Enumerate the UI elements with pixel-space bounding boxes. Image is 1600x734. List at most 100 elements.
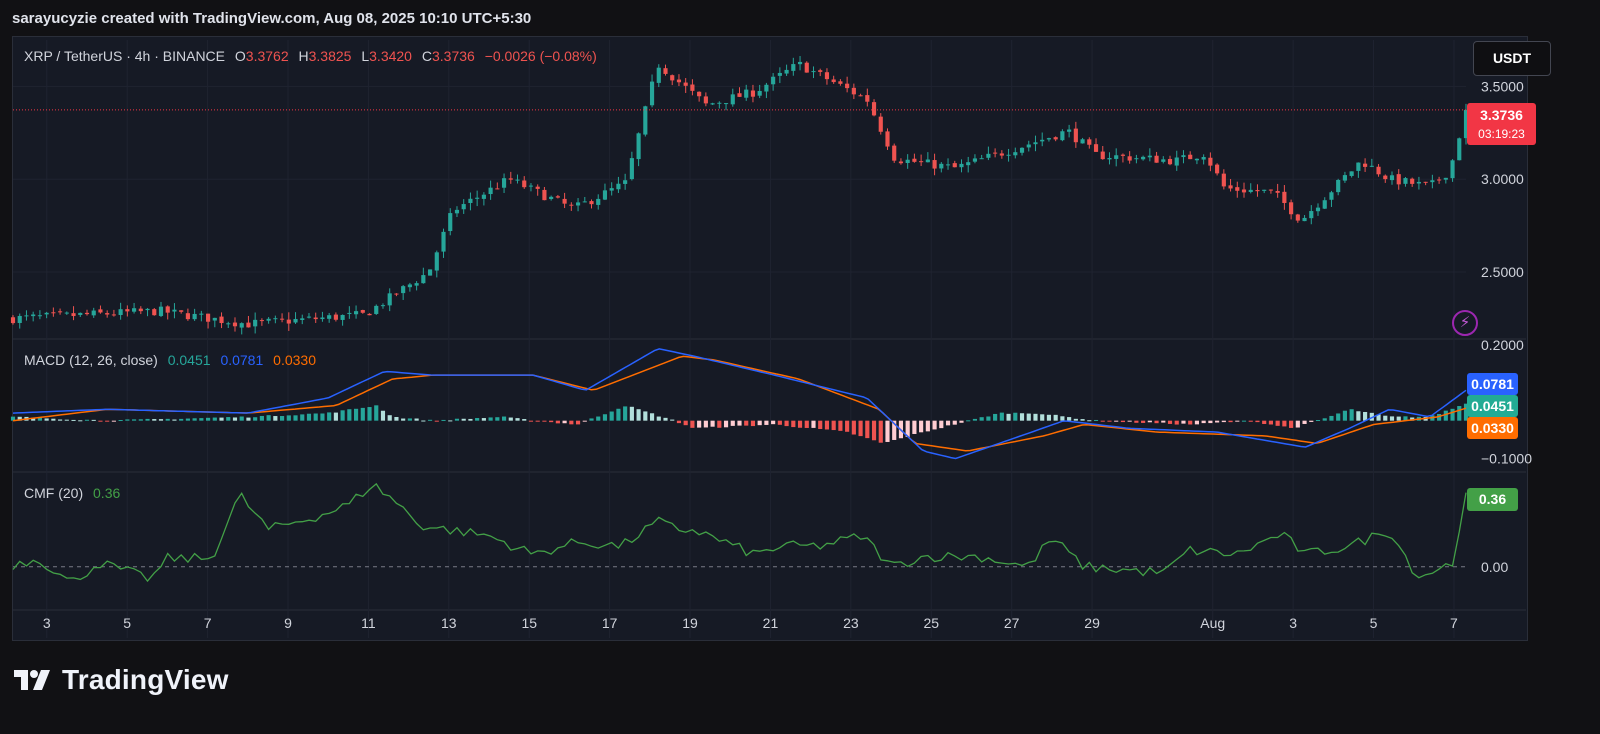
time-axis-tick: 7 <box>1450 615 1458 631</box>
macd-histogram-bar <box>1154 420 1159 424</box>
time-axis-tick: 29 <box>1084 615 1100 631</box>
macd-histogram-bar <box>811 420 816 428</box>
candle-body <box>1268 189 1273 191</box>
macd-histogram-bar <box>676 420 682 424</box>
macd-histogram-bar <box>925 420 930 432</box>
macd-histogram-bar <box>1073 418 1078 421</box>
candle-body <box>649 81 655 106</box>
candle-body <box>118 309 123 315</box>
macd-histogram-bar <box>10 416 16 421</box>
candle-body <box>1363 163 1368 167</box>
lightning-icon[interactable]: ⚡ <box>1452 310 1478 336</box>
macd-histogram-bar <box>206 417 211 421</box>
macd-histogram-bar <box>1396 416 1401 421</box>
macd-histogram-bar <box>912 420 917 434</box>
currency-button[interactable]: USDT <box>1473 41 1551 76</box>
macd-histogram-bar <box>730 420 735 426</box>
candle-body <box>441 231 446 252</box>
macd-histogram-bar <box>508 417 513 421</box>
time-axis-tick: 21 <box>763 615 779 631</box>
macd-histogram-bar <box>1026 413 1031 421</box>
candle-body <box>757 90 762 96</box>
candle-body <box>374 305 379 314</box>
low-value: 3.3420 <box>369 48 412 64</box>
candle-body <box>945 164 951 166</box>
candle-body <box>1100 151 1105 160</box>
candle-body <box>475 197 480 199</box>
macd-histogram-bar <box>1221 420 1226 423</box>
candle-body <box>306 316 312 318</box>
candle-body <box>993 152 998 154</box>
candle-body <box>596 198 601 205</box>
candle-body <box>300 318 305 320</box>
macd-histogram-bar <box>582 420 587 422</box>
candle-body <box>1282 191 1287 204</box>
candle-body <box>1141 156 1146 160</box>
candle-body <box>1376 166 1381 175</box>
macd-histogram-bar <box>649 413 655 421</box>
candle-body <box>703 96 708 104</box>
candle-body <box>1194 158 1200 161</box>
macd-histogram-bar <box>1275 420 1280 426</box>
candle-body <box>1295 214 1300 221</box>
macd-histogram-bar <box>44 418 49 421</box>
macd-histogram-bar <box>1033 413 1038 421</box>
candle-body <box>347 312 352 314</box>
macd-histogram-bar <box>1450 408 1455 421</box>
time-axis-tick: 23 <box>843 615 859 631</box>
macd-histogram-bar <box>340 410 345 421</box>
candle-body <box>905 159 910 163</box>
macd-histogram-bar <box>542 420 547 422</box>
high-value: 3.3825 <box>308 48 352 64</box>
macd-histogram-bar <box>501 416 507 421</box>
candle-body <box>797 61 803 65</box>
candle-body <box>555 196 560 198</box>
macd-histogram-bar <box>717 420 722 428</box>
macd-histogram-bar <box>865 420 870 439</box>
candle-body <box>64 312 69 314</box>
candle-body <box>690 84 695 91</box>
macd-histogram-bar <box>1241 420 1247 422</box>
candle-body <box>1336 180 1341 193</box>
candle-body <box>1416 181 1421 184</box>
candle-body <box>468 198 473 203</box>
candle-body <box>1046 138 1052 140</box>
candle-body <box>589 201 594 205</box>
candle-body <box>1322 200 1327 209</box>
candle-body <box>434 252 439 271</box>
candle-body <box>333 314 338 320</box>
macd-histogram-bar <box>1100 420 1105 422</box>
macd-histogram-bar <box>1208 420 1213 424</box>
tradingview-logo[interactable]: TradingView <box>14 662 229 698</box>
candle-body <box>777 72 782 76</box>
macd-histogram-bar <box>784 420 789 427</box>
macd-histogram-bar <box>132 419 137 421</box>
candle-body <box>522 180 527 188</box>
candle-body <box>1450 160 1455 179</box>
high-label: H <box>298 48 309 64</box>
candle-body <box>1443 177 1448 180</box>
macd-histogram-bar <box>313 413 318 421</box>
macd-histogram-bar <box>670 419 675 421</box>
macd-histogram-bar <box>306 413 312 421</box>
candle-body <box>1087 139 1092 145</box>
macd-histogram-bar <box>522 419 527 421</box>
cmf-badge: 0.36 <box>1467 488 1518 511</box>
candle-body <box>1289 202 1294 215</box>
macd-histogram-bar <box>804 420 809 428</box>
candle-body <box>932 160 937 169</box>
candle-body <box>1430 180 1435 183</box>
macd-histogram-bar <box>468 418 473 421</box>
macd-histogram-bar <box>609 411 614 421</box>
candle-body <box>1019 147 1025 153</box>
candle-body <box>427 269 433 276</box>
macd-histogram-bar <box>394 417 399 421</box>
macd-histogram-bar <box>293 415 298 421</box>
macd-histogram-bar <box>1060 416 1065 421</box>
macd-histogram-bar <box>1309 420 1314 422</box>
macd-histogram-bar <box>199 418 204 421</box>
candle-body <box>380 305 386 307</box>
candle-body <box>1463 109 1469 139</box>
macd-histogram-bar <box>710 420 715 427</box>
